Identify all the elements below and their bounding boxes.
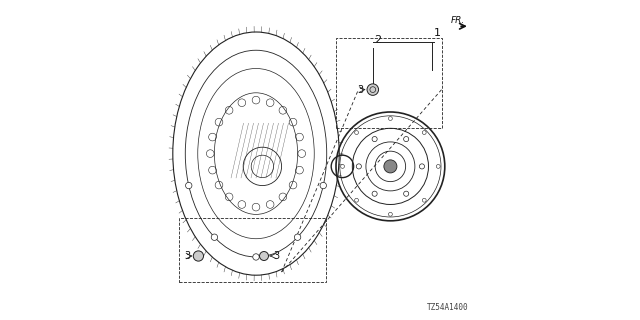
Circle shape xyxy=(372,137,377,142)
Circle shape xyxy=(186,182,192,189)
Circle shape xyxy=(404,191,409,196)
Circle shape xyxy=(193,251,204,261)
Circle shape xyxy=(260,252,269,260)
Circle shape xyxy=(367,84,379,95)
Text: FR.: FR. xyxy=(451,16,465,25)
Circle shape xyxy=(388,116,392,120)
Circle shape xyxy=(388,212,392,216)
Circle shape xyxy=(419,164,424,169)
Circle shape xyxy=(372,191,377,196)
Circle shape xyxy=(294,234,301,240)
Text: 3: 3 xyxy=(273,251,279,261)
Circle shape xyxy=(211,234,218,240)
Text: 1: 1 xyxy=(434,28,440,38)
Circle shape xyxy=(436,164,440,168)
Circle shape xyxy=(384,160,397,173)
Circle shape xyxy=(253,254,259,260)
Circle shape xyxy=(404,137,409,142)
Circle shape xyxy=(355,198,358,202)
Circle shape xyxy=(355,131,358,134)
Circle shape xyxy=(340,164,344,168)
Text: 3: 3 xyxy=(184,251,191,261)
Circle shape xyxy=(356,164,362,169)
Circle shape xyxy=(320,182,326,189)
Circle shape xyxy=(422,131,426,134)
Text: 3: 3 xyxy=(357,84,364,95)
Circle shape xyxy=(422,198,426,202)
Text: TZ54A1400: TZ54A1400 xyxy=(427,303,469,312)
Text: 2: 2 xyxy=(374,35,381,45)
